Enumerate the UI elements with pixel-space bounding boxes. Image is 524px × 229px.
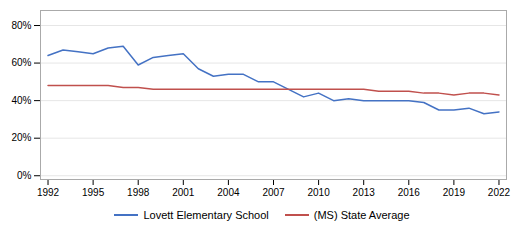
svg-text:2019: 2019: [443, 187, 466, 198]
html-text:Lovett Elementary School: Lovett Elementary School: [143, 209, 269, 221]
svg-text:2016: 2016: [398, 187, 421, 198]
svg-text:60%: 60%: [11, 57, 31, 68]
svg-text:0%: 0%: [17, 170, 32, 181]
svg-text:1992: 1992: [37, 187, 60, 198]
svg-text:20%: 20%: [11, 132, 31, 143]
svg-text:2010: 2010: [307, 187, 330, 198]
svg-text:2001: 2001: [172, 187, 195, 198]
svg-text:40%: 40%: [11, 95, 31, 106]
svg-text:80%: 80%: [11, 20, 31, 31]
html-text:(MS) State Average: (MS) State Average: [313, 209, 410, 221]
svg-text:2022: 2022: [488, 187, 511, 198]
svg-text:2004: 2004: [217, 187, 240, 198]
svg-text:1995: 1995: [82, 187, 105, 198]
svg-text:2007: 2007: [262, 187, 285, 198]
svg-text:2013: 2013: [353, 187, 376, 198]
svg-text:1998: 1998: [127, 187, 150, 198]
